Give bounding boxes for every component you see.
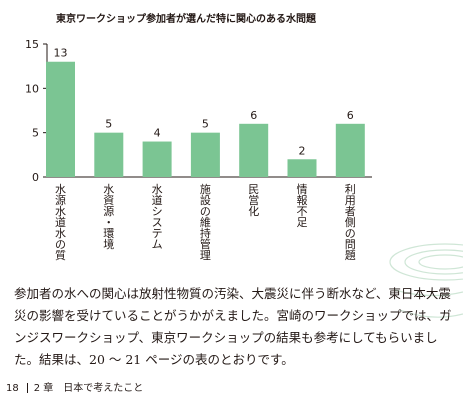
data-label: 5: [105, 118, 112, 131]
category-label: 民営化: [248, 183, 259, 218]
bar: [239, 123, 269, 177]
bar: [335, 123, 365, 177]
data-label: 2: [299, 144, 306, 157]
data-label: 6: [347, 109, 354, 122]
bar: [190, 132, 220, 177]
y-tick-label: 15: [25, 38, 39, 51]
data-label: 4: [154, 127, 161, 140]
data-label: 5: [202, 118, 209, 131]
category-label: 情報不足: [297, 183, 308, 229]
bar: [94, 132, 124, 177]
y-tick-label: 10: [25, 82, 39, 95]
footer-divider: [26, 383, 28, 393]
y-tick-label: 5: [32, 127, 39, 140]
category-labels: 水源水道水の質 水資源・環境 水道システム 施設の維持管理 民営化 情報不足 利用者側の問題: [55, 183, 356, 262]
page-footer: 18 2 章 日本で考えたこと: [6, 379, 151, 394]
category-label: 水源水道水の質: [55, 183, 66, 262]
chart-title: 東京ワークショップ参加者が選んだ特に関心のある水問題: [56, 12, 317, 25]
category-label: 利用者側の問題: [345, 183, 356, 262]
body-paragraph: 参加者の水への関心は放射性物質の汚染、大震災に伴う断水など、東日本大震災の影響を…: [14, 286, 452, 367]
category-label: 水資源・環境: [103, 183, 114, 251]
y-ticks: 0 5 10 15: [25, 38, 47, 184]
bar: [287, 159, 317, 177]
bars: [46, 61, 365, 177]
page-number: 18: [6, 383, 19, 394]
bar-chart: 東京ワークショップ参加者が選んだ特に関心のある水問題 0 5 10 15 13 5 4 5 6…: [25, 12, 372, 262]
category-label: 水道システム: [152, 183, 163, 251]
chapter-label: 2 章 日本で考えたこと: [33, 383, 144, 394]
data-labels: 13 5 4 5 6 2 6: [54, 47, 354, 158]
data-label: 13: [54, 47, 68, 60]
bar: [46, 61, 75, 177]
data-label: 6: [250, 109, 257, 122]
bar: [142, 141, 172, 177]
y-tick-label: 0: [32, 171, 39, 184]
category-label: 施設の維持管理: [200, 183, 211, 262]
